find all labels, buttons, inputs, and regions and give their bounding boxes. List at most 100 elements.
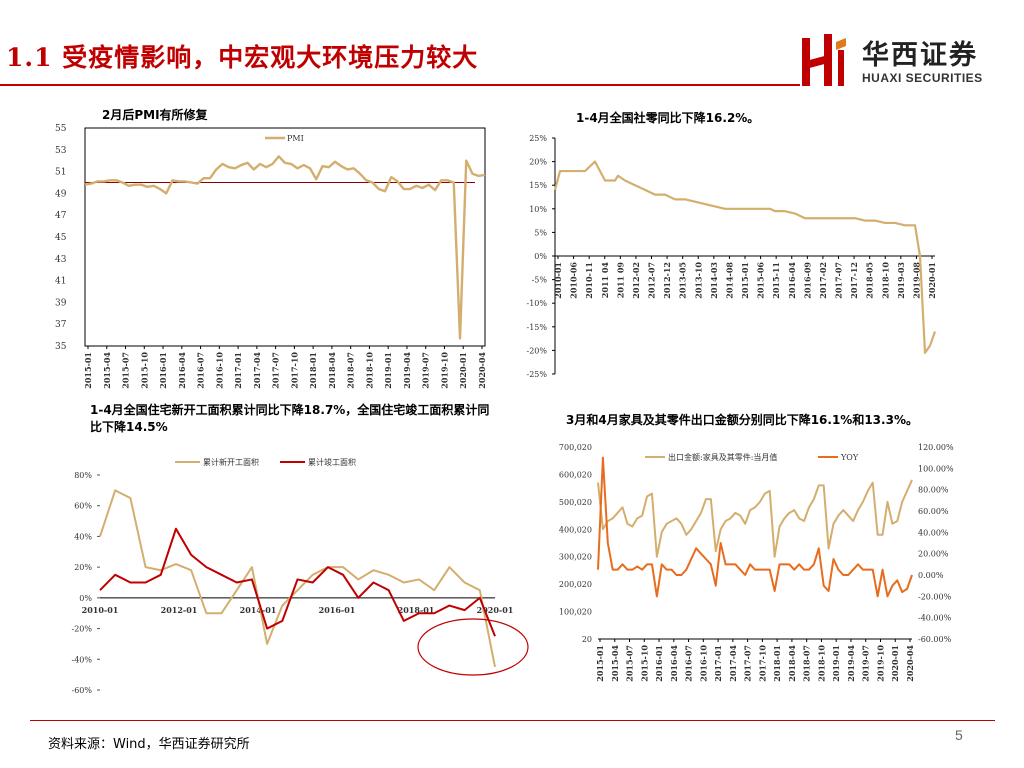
x-tick-label: 2017-10 — [757, 645, 767, 682]
legend-label: 累计新开工面积 — [203, 457, 259, 467]
y-tick-label: -10% — [527, 299, 548, 308]
x-tick-label: 2019-01 — [831, 645, 841, 682]
legend-label: 出口金额:家具及其零件:当月值 — [668, 452, 777, 462]
x-tick-label: 2018-07 — [802, 645, 812, 682]
x-tick-label: 2017-01 — [233, 352, 243, 389]
y-tick-label: 20% — [529, 158, 547, 167]
x-tick-label: 2018-01 — [772, 645, 782, 682]
page-number: 5 — [955, 727, 963, 743]
x-tick-label: 2014-03 — [709, 262, 719, 299]
y-tick-label: 37 — [55, 320, 67, 330]
y-left-tick-label: 600,020 — [559, 470, 592, 479]
y-tick-label: -25% — [527, 370, 548, 379]
x-tick-label: 2016-09 — [802, 262, 812, 299]
x-tick-label: 2015-07 — [121, 352, 131, 389]
title-divider — [0, 84, 800, 86]
x-tick-label: 2010-11 — [584, 262, 594, 299]
x-tick-label: 2020-01 — [927, 262, 937, 299]
y-tick-label: 35 — [55, 342, 67, 352]
y-right-tick-label: 60.00% — [918, 507, 949, 516]
x-tick-label: 2015-06 — [756, 262, 766, 299]
x-tick-label: 2012-07 — [647, 262, 657, 299]
x-tick-label: 2011 09 — [615, 262, 625, 299]
x-tick-label: 2014-08 — [724, 262, 734, 299]
x-tick-label: 2012-01 — [161, 605, 198, 615]
y-tick-label: 25% — [529, 134, 547, 143]
pmi-series-line — [84, 155, 486, 340]
y-tick-label: 0% — [534, 252, 547, 261]
x-tick-label: 2018-10 — [816, 645, 826, 682]
y-tick-label: 53 — [55, 146, 67, 156]
pmi-chart: 55 53 51 49 47 45 43 41 39 37 35 2015-01 2015-04 2015… — [55, 124, 487, 389]
legend-label: YOY — [840, 453, 859, 462]
x-tick-label: 2019-04 — [402, 352, 412, 389]
y-tick-label: 40% — [74, 532, 92, 541]
x-tick-label: 2017-04 — [252, 352, 262, 389]
x-tick-label: 2010-06 — [569, 262, 579, 299]
x-tick-label: 2019-10 — [875, 645, 885, 682]
y-tick-label: 51 — [55, 168, 66, 178]
y-tick-label: 39 — [55, 298, 67, 308]
y-tick-label: 5% — [534, 228, 547, 237]
x-tick-label: 2016-01 — [654, 645, 664, 682]
y-right-tick-label: -20.00% — [918, 592, 952, 601]
footer-divider — [30, 720, 995, 721]
y-tick-label: 60% — [74, 502, 92, 511]
retail-sales-chart: 25% 20% 15% 10% 5% 0% -5% -10% -15% -20% -25% 2010-… — [527, 134, 937, 379]
y-left-tick-label: 20 — [582, 635, 592, 644]
x-tick-label: 2020-01 — [458, 352, 468, 389]
x-tick-label: 2012-02 — [631, 262, 641, 299]
y-right-tick-label: -60.00% — [918, 635, 952, 644]
x-tick-label: 2018-07 — [346, 352, 356, 389]
x-tick-label: 2012-12 — [662, 262, 672, 299]
x-tick-label: 2020-01 — [890, 645, 900, 682]
plot-frame — [84, 127, 486, 347]
x-tick-label: 2019-07 — [421, 352, 431, 389]
x-tick-label: 2016-04 — [669, 645, 679, 682]
huaxi-logo-icon — [802, 34, 846, 86]
x-tick-label: 2018-01 — [398, 605, 435, 615]
y-tick-label: -20% — [527, 346, 548, 355]
x-tick-label: 2015-10 — [639, 645, 649, 682]
y-right-tick-label: 120.00% — [918, 443, 954, 452]
x-tick-label: 2015-01 — [595, 645, 605, 682]
x-tick-label: 2018-04 — [787, 645, 797, 682]
y-left-tick-label: 200,020 — [559, 580, 592, 589]
x-tick-label: 2017-12 — [849, 262, 859, 299]
x-tick-label: 2015-11 — [771, 262, 781, 299]
x-tick-label: 2017-04 — [728, 645, 738, 682]
y-tick-label: -15% — [527, 323, 548, 332]
x-tick-label: 2016-07 — [196, 352, 206, 389]
y-left-tick-label: 500,020 — [559, 498, 592, 507]
x-tick-label: 2016-04 — [787, 262, 797, 299]
x-tick-label: 2018-05 — [865, 262, 875, 299]
new-start-series-line — [99, 489, 496, 668]
x-tick-label: 2017-07 — [271, 352, 281, 389]
y-tick-label: -5% — [532, 276, 548, 285]
x-tick-label: 2018-10 — [880, 262, 890, 299]
x-tick-label: 2010-01 — [82, 605, 119, 615]
x-tick-label: 2015-10 — [139, 352, 149, 389]
y-right-tick-label: 40.00% — [918, 528, 949, 537]
x-tick-label: 2017-07 — [834, 262, 844, 299]
y-tick-label: -40% — [72, 655, 93, 664]
x-tick-label: 2015-04 — [610, 645, 620, 682]
x-tick-label: 2017-01 — [713, 645, 723, 682]
y-tick-label: 20% — [74, 563, 92, 572]
y-right-tick-label: 0.00% — [918, 571, 944, 580]
x-tick-label: 2016-10 — [698, 645, 708, 682]
x-tick-label: 2019-04 — [846, 645, 856, 682]
y-tick-label: 10% — [529, 205, 547, 214]
retail-series-line — [553, 160, 937, 354]
x-tick-label: 2015-01 — [83, 352, 93, 389]
source-note: 资料来源：Wind，华西证券研究所 — [48, 737, 250, 752]
y-right-tick-label: 20.00% — [918, 550, 949, 559]
x-tick-label: 2016-04 — [177, 352, 187, 389]
completion-series-line — [99, 527, 496, 637]
chart3-title: 1-4月全国住宅新开工面积累计同比下降18.7%，全国住宅竣工面积累计同比下降1… — [90, 403, 490, 434]
y-tick-label: 41 — [55, 277, 66, 287]
logo-english: HUAXI SECURITIES — [862, 71, 983, 85]
y-right-tick-label: -40.00% — [918, 614, 952, 623]
x-tick-label: 2019-08 — [911, 262, 921, 299]
y-tick-label: -60% — [72, 686, 93, 695]
